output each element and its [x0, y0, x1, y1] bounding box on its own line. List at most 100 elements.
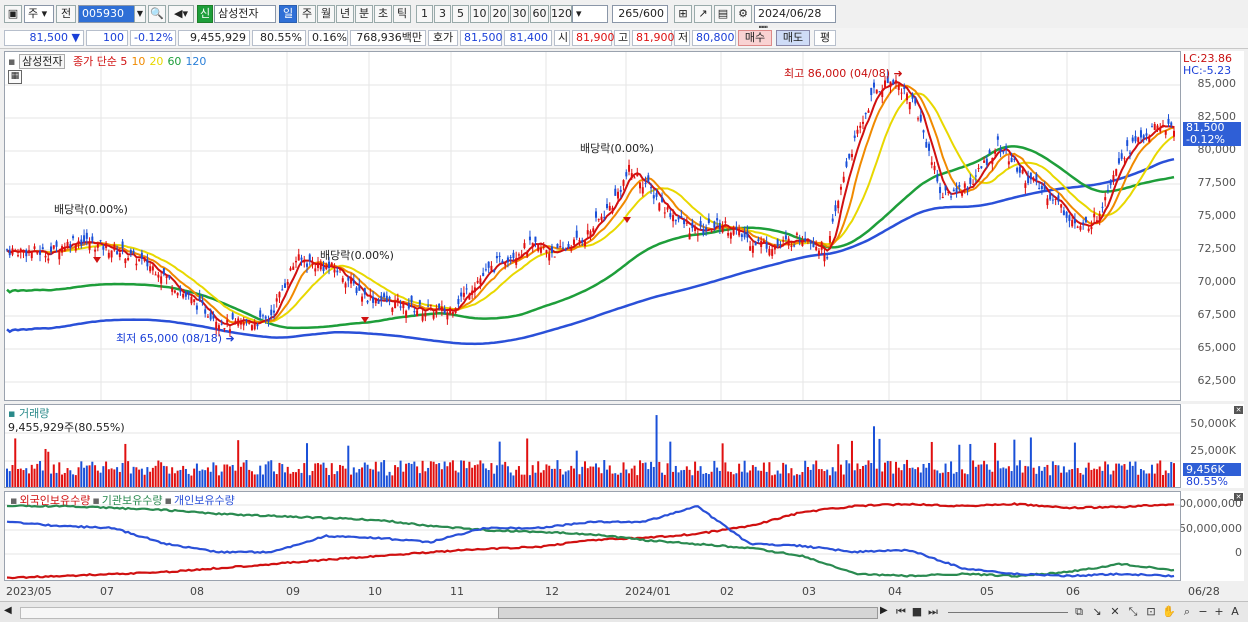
legend-stock-name[interactable]: 삼성전자	[18, 54, 66, 69]
period-tab-6[interactable]: 틱	[393, 5, 411, 23]
price-value: 81,500	[29, 31, 69, 44]
candle-body	[179, 291, 182, 293]
interval-button-120[interactable]: 120	[550, 5, 572, 23]
volume-bar	[812, 464, 815, 487]
volume-bar	[1170, 461, 1173, 487]
candle-body	[683, 220, 686, 225]
interval-button-1[interactable]: 1	[416, 5, 433, 23]
scroll-right-icon[interactable]: ▶	[880, 605, 888, 616]
diagonal-icon[interactable]: ⤡	[1128, 605, 1138, 618]
code-dropdown-icon[interactable]: ▼	[134, 5, 146, 23]
date-input[interactable]: 2024/06/28 ▦	[754, 5, 836, 36]
sell-button[interactable]: 매도	[776, 30, 810, 46]
panel-close-icon[interactable]: ✕	[1234, 493, 1243, 501]
eval-button[interactable]: 평	[814, 30, 836, 46]
holding-legend-1[interactable]: 기관보유수량	[101, 494, 163, 507]
date-value: 2024/06/28	[758, 7, 822, 20]
custom-interval-select[interactable]: ▾	[572, 5, 608, 23]
price-chart[interactable]	[5, 52, 1181, 401]
copy-icon[interactable]: ⧉	[1075, 605, 1083, 618]
holding-chart[interactable]	[5, 492, 1181, 581]
high-price: 81,900	[632, 30, 675, 46]
period-tab-1[interactable]: 주	[298, 5, 316, 23]
interval-button-30[interactable]: 30	[510, 5, 529, 23]
volume-bar	[757, 470, 760, 487]
candle-body	[173, 290, 176, 293]
stock-name-field[interactable]: 삼성전자	[214, 5, 276, 23]
candle-body	[94, 249, 97, 252]
stop-icon[interactable]: ■	[911, 605, 923, 618]
candle-body	[652, 195, 655, 199]
holding-legend-0[interactable]: 외국인보유수량	[19, 494, 91, 507]
candle-body	[1137, 137, 1140, 143]
holding-legend-2[interactable]: 개인보유수량	[173, 494, 235, 507]
window-menu-icon[interactable]: ▣	[4, 5, 22, 23]
speaker-icon[interactable]: ◀▾	[168, 5, 194, 23]
panel-close-icon[interactable]: ✕	[1234, 406, 1243, 414]
draw-tool-icon[interactable]: ↗	[694, 5, 712, 23]
candle-body	[372, 296, 375, 303]
settings-grid-icon[interactable]: ⊞	[674, 5, 692, 23]
volume-bar	[432, 461, 435, 487]
scroll-track[interactable]	[20, 607, 500, 619]
legend-ma-0[interactable]: 종가 단순 5	[72, 55, 128, 68]
volume-bar	[710, 471, 713, 487]
zoom-out-icon[interactable]: −	[1198, 605, 1208, 618]
candle-body	[718, 222, 721, 229]
last-icon[interactable]: ⏭	[928, 605, 938, 618]
candle-body	[308, 254, 311, 261]
first-icon[interactable]: ⏮	[896, 605, 906, 618]
low-annotation-text: 최저 65,000 (08/18)	[116, 332, 223, 345]
candle-body	[575, 230, 578, 238]
candle-body	[239, 320, 242, 325]
volume-panel[interactable]	[4, 404, 1181, 488]
volume-bar	[374, 461, 377, 487]
buy-button[interactable]: 매수	[738, 30, 772, 46]
interval-button-5[interactable]: 5	[452, 5, 469, 23]
interval-button-3[interactable]: 3	[434, 5, 451, 23]
volume-bar	[283, 472, 286, 487]
period-tab-2[interactable]: 월	[317, 5, 335, 23]
save-icon[interactable]: ▤	[714, 5, 732, 23]
period-type-select[interactable]: 주 ▾	[24, 5, 54, 23]
candle-body	[446, 312, 449, 320]
price-panel[interactable]	[4, 51, 1181, 401]
candle-body	[394, 301, 397, 309]
legend-ma-3[interactable]: 60	[167, 55, 182, 68]
period-tab-5[interactable]: 초	[374, 5, 392, 23]
search-icon[interactable]: 🔍	[148, 5, 166, 23]
volume-bar	[611, 473, 614, 487]
volume-bar	[804, 460, 807, 487]
period-tab-0[interactable]: 일	[279, 5, 297, 23]
count-field[interactable]: 265/600	[612, 5, 668, 23]
holding-panel[interactable]	[4, 491, 1181, 581]
gear-icon[interactable]: ⚙	[734, 5, 752, 23]
scroll-left-icon[interactable]: ◀	[4, 605, 12, 616]
font-size-icon[interactable]: A	[1231, 605, 1239, 618]
volume-bar	[817, 469, 820, 487]
interval-button-60[interactable]: 60	[530, 5, 549, 23]
zoom-slider[interactable]	[948, 612, 1068, 613]
hand-icon[interactable]: ✋	[1162, 605, 1176, 618]
legend-ma-2[interactable]: 20	[149, 55, 164, 68]
code-input[interactable]: 005930	[78, 5, 146, 23]
interval-button-10[interactable]: 10	[470, 5, 489, 23]
image-icon[interactable]: ⊡	[1146, 605, 1156, 618]
candle-body	[190, 297, 193, 304]
volume-chart[interactable]	[5, 405, 1181, 488]
legend-ma-4[interactable]: 120	[185, 55, 207, 68]
draw-line-icon[interactable]: ↘	[1092, 605, 1102, 618]
volume-bar	[850, 440, 853, 487]
scroll-thumb[interactable]	[498, 607, 878, 619]
candle-body	[1032, 179, 1035, 181]
legend-ma-1[interactable]: 10	[131, 55, 146, 68]
cross-icon[interactable]: ✕	[1110, 605, 1120, 618]
chart-option-icon[interactable]: ▦	[8, 70, 22, 84]
zoom-in-icon[interactable]: +	[1214, 605, 1224, 618]
volume-bar	[795, 474, 798, 487]
prev-button[interactable]: 전	[56, 5, 76, 23]
period-tab-4[interactable]: 분	[355, 5, 373, 23]
interval-button-20[interactable]: 20	[490, 5, 509, 23]
zoom-icon[interactable]: ⌕	[1183, 605, 1191, 618]
period-tab-3[interactable]: 년	[336, 5, 354, 23]
